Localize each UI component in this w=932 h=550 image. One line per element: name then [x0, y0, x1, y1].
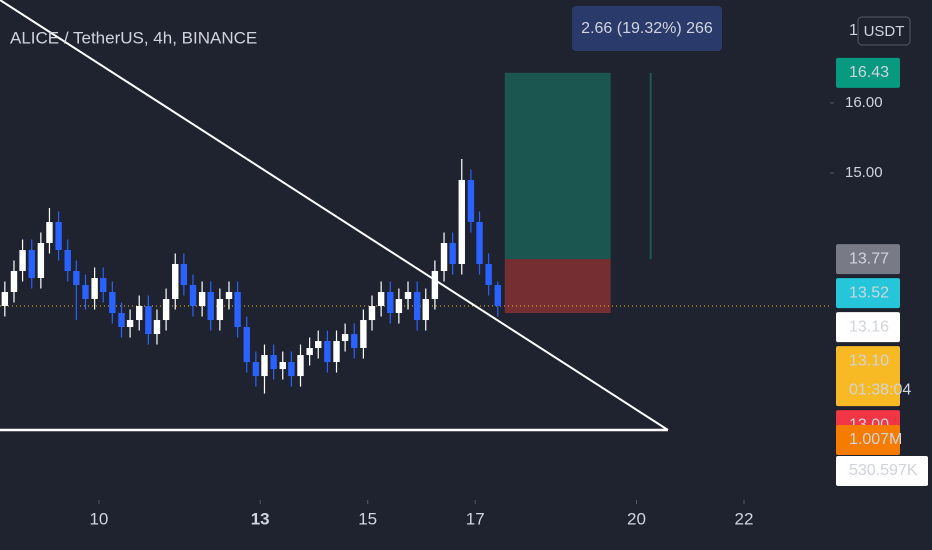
volume-label-box [836, 425, 900, 455]
candle-body [252, 362, 260, 377]
candle-body [91, 278, 98, 300]
candle-body [431, 271, 439, 300]
candle-body [225, 292, 233, 300]
candle-body [387, 292, 394, 314]
currency-box[interactable] [857, 16, 911, 46]
candle-body [198, 292, 206, 307]
candle-body [368, 306, 376, 321]
candle-body [189, 285, 197, 307]
candle-body [55, 221, 62, 250]
candle-body [162, 299, 170, 321]
candle-body [234, 292, 241, 328]
candle-body [73, 271, 80, 286]
candle-body [413, 292, 421, 321]
x-tick-label: 10 [89, 509, 108, 528]
price-label: 13.16 [849, 318, 889, 335]
candle-body [279, 362, 286, 370]
candle-body [458, 179, 465, 265]
countdown: 01:38:04 [849, 381, 911, 398]
candle-body [109, 292, 116, 314]
candle-body [395, 299, 403, 314]
price-label-box [836, 57, 900, 88]
position-label: 2.66 (19.32%) 266 [581, 20, 713, 37]
candle-body [324, 341, 331, 363]
candle-body [64, 250, 71, 272]
candle-body [485, 264, 492, 286]
price-label-box [836, 278, 900, 309]
price-label-box [836, 346, 900, 407]
candle-body [28, 250, 35, 279]
candle-body [440, 242, 448, 272]
volume-label-box [836, 456, 928, 486]
candle-body [207, 292, 214, 321]
candle-body [180, 264, 188, 286]
candle-body [476, 221, 483, 265]
volume-label: 530.597K [849, 462, 918, 479]
currency: USDT [864, 23, 905, 40]
candle-body [360, 320, 367, 349]
candle-body [297, 355, 304, 377]
x-tick-label: 17 [466, 509, 485, 528]
price-label: 13.52 [849, 284, 889, 301]
candle-body [216, 299, 224, 321]
candle-body [377, 292, 385, 307]
trend-line [0, 0, 669, 431]
price-label: 13.77 [849, 250, 889, 267]
candle-body [1, 292, 9, 307]
x-tick-label: 13 [251, 509, 270, 528]
candle-body [422, 299, 429, 321]
candle-body [46, 221, 53, 243]
candle-body [261, 355, 268, 377]
y-tick-label: 15.00 [845, 164, 883, 181]
loss-zone [504, 259, 611, 314]
candle-body [19, 250, 26, 272]
candle-body [288, 362, 295, 377]
candle-body [118, 313, 125, 328]
x-tick-label: 22 [735, 509, 754, 528]
candle-body [351, 334, 358, 349]
candle-body [467, 179, 475, 222]
candle-body [494, 285, 501, 307]
price-label: 16.43 [849, 64, 889, 81]
candle-body [82, 285, 89, 300]
candle-body [10, 271, 18, 293]
candle-body [100, 278, 107, 293]
candle-body [37, 242, 45, 279]
chart-title: ALICE / TetherUS, 4h, BINANCE [10, 28, 257, 47]
candle-body [172, 264, 179, 300]
candle-body [341, 334, 349, 342]
y-tick-label: 16.00 [845, 94, 883, 111]
candle-body [145, 306, 152, 335]
price-label-box [836, 244, 900, 275]
candle-body [153, 320, 161, 335]
candle-body [243, 327, 250, 363]
candle-body [306, 348, 313, 356]
candle-body [136, 306, 143, 321]
x-tick-label: 20 [627, 509, 646, 528]
profit-zone [504, 72, 611, 260]
candle-body [270, 355, 277, 370]
scale-mode: 1 [849, 22, 858, 39]
candle-body [315, 341, 322, 349]
candle-body [333, 341, 340, 363]
price-label-box [836, 312, 900, 343]
volume-label: 1.007M [849, 431, 902, 448]
position-label-box [572, 6, 722, 51]
x-tick-label: 15 [358, 509, 377, 528]
candle-body [404, 292, 412, 300]
candle-body [126, 320, 134, 328]
price-label: 13.10 [849, 352, 889, 369]
candle-body [449, 242, 456, 265]
